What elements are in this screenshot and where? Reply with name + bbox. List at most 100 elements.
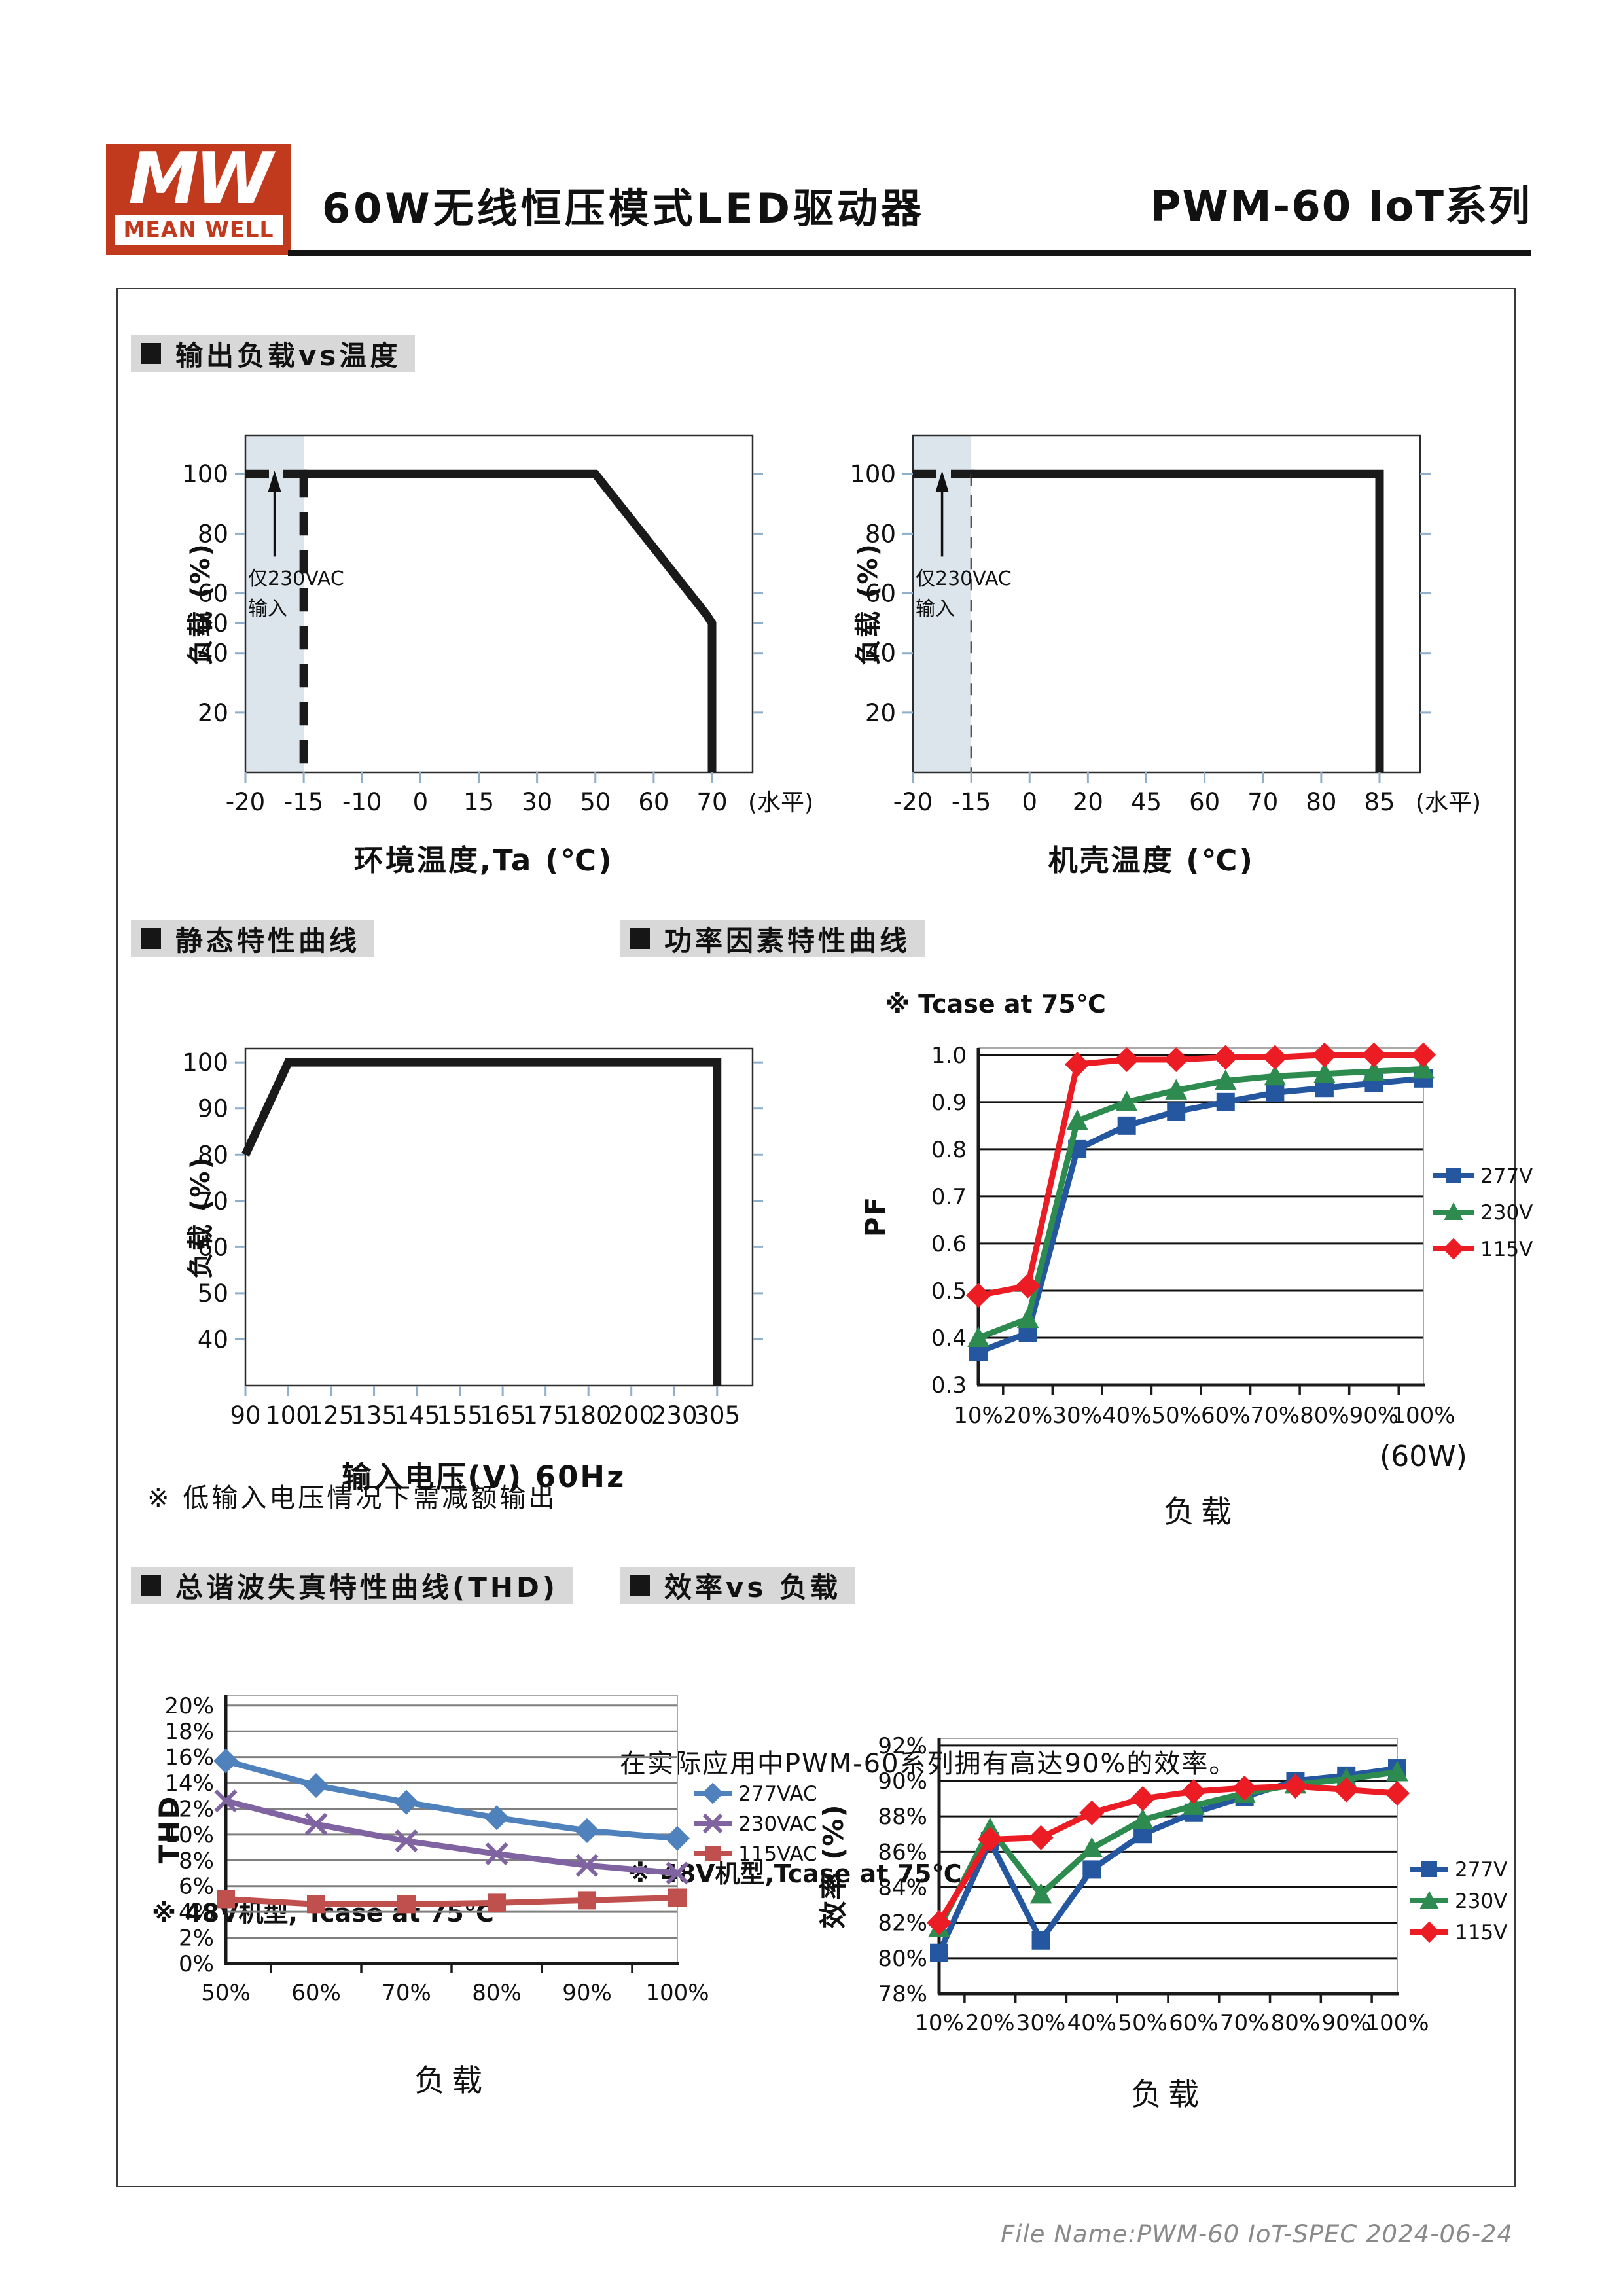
svg-text:40%: 40% <box>1067 2010 1117 2036</box>
svg-text:60: 60 <box>198 580 228 608</box>
svg-text:THD: THD <box>153 1795 185 1864</box>
svg-text:70%: 70% <box>382 1980 431 2006</box>
svg-text:机壳温度 (℃): 机壳温度 (℃) <box>1048 843 1255 878</box>
svg-text:90%: 90% <box>1349 1403 1399 1429</box>
svg-text:50%: 50% <box>1151 1403 1201 1429</box>
svg-text:8%: 8% <box>179 1848 214 1874</box>
svg-text:负载: 负载 <box>414 2063 489 2099</box>
svg-text:70: 70 <box>198 1187 228 1215</box>
thd-chart: 20%18%16%14%12%10%8%6%4%2%0% 50% 60% 70% 80%… <box>153 1693 817 2099</box>
svg-text:18%: 18% <box>164 1719 214 1745</box>
svg-text:80%: 80% <box>472 1980 522 2006</box>
svg-text:145: 145 <box>394 1401 440 1429</box>
content-border <box>116 288 1516 2187</box>
svg-text:230: 230 <box>651 1401 698 1429</box>
svg-text:305: 305 <box>694 1401 740 1429</box>
svg-text:80: 80 <box>1306 788 1336 816</box>
svg-text:1.0: 1.0 <box>931 1043 967 1069</box>
svg-text:100: 100 <box>182 460 228 488</box>
efficiency-chart: 92% 90% 88% 86% 84% 82% 80% 78% 10% 20% 30% 40% 50% 6… <box>817 1733 1507 2113</box>
svg-text:0%: 0% <box>179 1951 214 1977</box>
svg-text:20%: 20% <box>965 2010 1015 2036</box>
svg-text:30: 30 <box>522 788 552 816</box>
svg-text:200: 200 <box>608 1401 654 1429</box>
svg-text:-15: -15 <box>952 788 991 816</box>
pf-note: ※ Tcase at 75℃ <box>885 990 1106 1018</box>
footer-filename: File Name:PWM-60 IoT-SPEC 2024-06-24 <box>1000 2220 1513 2248</box>
svg-text:20: 20 <box>1073 788 1103 816</box>
svg-text:负载: 负载 <box>1164 1494 1238 1530</box>
svg-text:277V: 277V <box>1455 1858 1507 1882</box>
svg-text:40%: 40% <box>1102 1403 1152 1429</box>
svg-text:135: 135 <box>351 1401 397 1429</box>
svg-text:80: 80 <box>865 520 896 548</box>
svg-text:输入: 输入 <box>248 598 287 620</box>
svg-text:70: 70 <box>696 788 727 816</box>
svg-text:负载: 负载 <box>1131 2077 1205 2113</box>
svg-text:175: 175 <box>522 1401 569 1429</box>
svg-text:输入: 输入 <box>916 598 955 620</box>
svg-text:10%: 10% <box>954 1403 1003 1429</box>
svg-text:15: 15 <box>463 788 494 816</box>
svg-text:80: 80 <box>198 1141 228 1169</box>
svg-text:(水平): (水平) <box>748 789 813 816</box>
svg-text:60: 60 <box>638 788 669 816</box>
svg-text:PF: PF <box>859 1196 891 1237</box>
svg-text:0.5: 0.5 <box>931 1278 967 1304</box>
svg-text:0.4: 0.4 <box>931 1325 967 1352</box>
section-bullet-icon <box>141 343 161 364</box>
section-pf-curve: 功率因素特性曲线 <box>620 920 925 957</box>
svg-text:20: 20 <box>865 699 896 727</box>
section-label: 效率vs 负载 <box>664 1571 841 1604</box>
svg-text:100%: 100% <box>645 1980 709 2006</box>
svg-text:70: 70 <box>1247 788 1278 816</box>
svg-text:0.9: 0.9 <box>931 1090 967 1116</box>
svg-text:277V: 277V <box>1480 1164 1533 1188</box>
svg-text:10%: 10% <box>914 2010 964 2036</box>
section-label: 总谐波失真特性曲线(THD) <box>175 1571 559 1604</box>
svg-text:(60W): (60W) <box>1380 1440 1467 1473</box>
svg-text:90: 90 <box>198 1095 228 1123</box>
svg-text:50: 50 <box>198 609 228 637</box>
svg-text:230V: 230V <box>1480 1201 1533 1225</box>
svg-text:90%: 90% <box>1321 2010 1371 2036</box>
power-factor-chart: 1.0 0.9 0.8 0.7 0.6 0.5 0.4 0.3 10% 20% 30% 40% 50% 6… <box>859 1042 1533 1530</box>
section-bullet-icon <box>630 1575 650 1596</box>
svg-text:84%: 84% <box>878 1875 927 1901</box>
meanwell-logo: MW MEAN WELL <box>106 144 291 255</box>
case-derating-chart: 100 80 60 40 20 -20 -15 0 20 45 60 70 80 85 (水平) 仅230VA… <box>849 434 1481 878</box>
svg-text:115VAC: 115VAC <box>738 1842 817 1866</box>
svg-text:(水平): (水平) <box>1416 789 1481 816</box>
svg-text:6%: 6% <box>179 1874 214 1900</box>
svg-text:125: 125 <box>308 1401 355 1429</box>
svg-text:90%: 90% <box>878 1768 927 1795</box>
svg-text:277VAC: 277VAC <box>738 1782 817 1806</box>
svg-text:155: 155 <box>437 1401 483 1429</box>
svg-text:100: 100 <box>182 1049 228 1077</box>
svg-text:60%: 60% <box>1201 1403 1251 1429</box>
svg-text:80: 80 <box>198 520 228 548</box>
svg-text:负载 (%): 负载 (%) <box>186 1155 216 1279</box>
svg-text:80%: 80% <box>1300 1403 1349 1429</box>
svg-text:78%: 78% <box>878 1981 927 2007</box>
svg-text:60%: 60% <box>291 1980 341 2006</box>
svg-text:70%: 70% <box>1251 1403 1300 1429</box>
svg-text:80%: 80% <box>1271 2010 1321 2036</box>
svg-text:80%: 80% <box>878 1946 927 1972</box>
svg-text:16%: 16% <box>164 1745 214 1771</box>
svg-text:230VAC: 230VAC <box>738 1812 817 1836</box>
svg-text:60%: 60% <box>1169 2010 1219 2036</box>
section-bullet-icon <box>141 1575 161 1596</box>
section-static-curve: 静态特性曲线 <box>131 920 375 957</box>
svg-text:115V: 115V <box>1480 1238 1533 1261</box>
svg-text:180: 180 <box>565 1401 612 1429</box>
svg-text:-20: -20 <box>226 788 265 816</box>
svg-text:230V: 230V <box>1455 1890 1507 1913</box>
svg-text:0.8: 0.8 <box>931 1137 967 1163</box>
logo-brand-name: MEAN WELL <box>115 215 283 245</box>
section-label: 功率因素特性曲线 <box>664 924 911 957</box>
svg-text:20%: 20% <box>164 1693 214 1719</box>
